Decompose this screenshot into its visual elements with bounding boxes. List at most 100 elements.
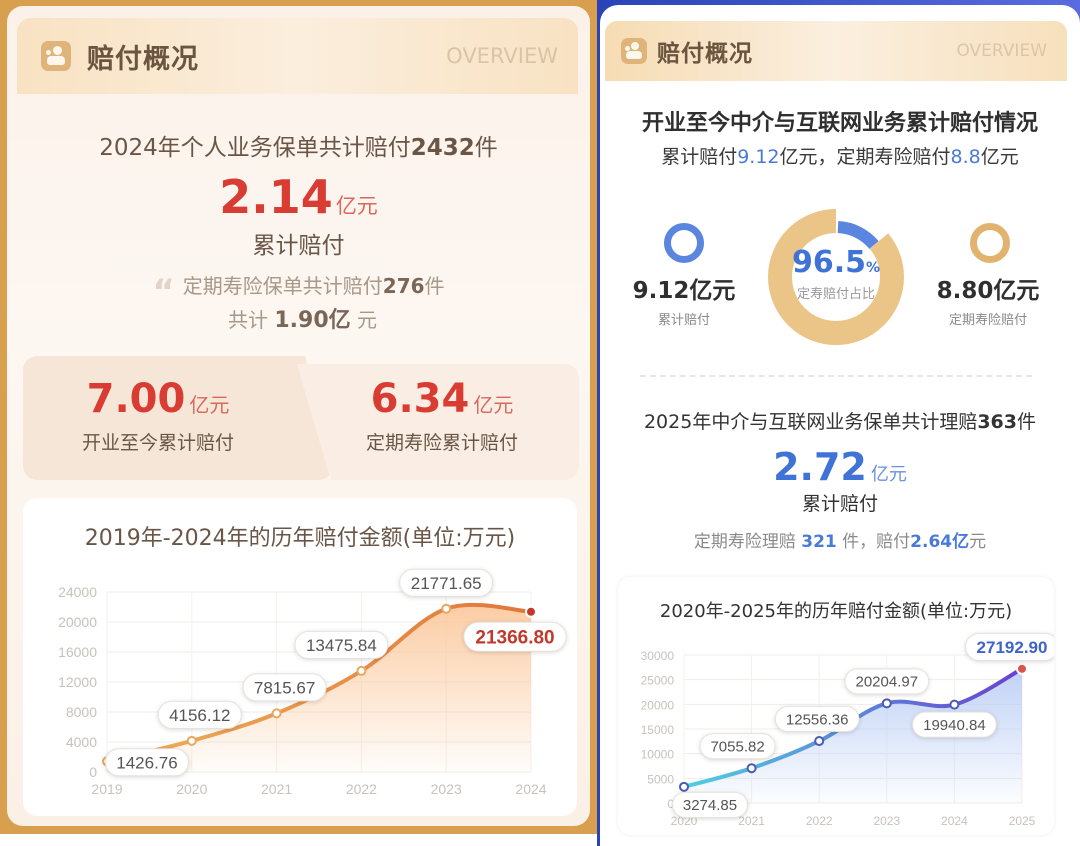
right-total-label: 累计赔付 [801,493,878,515]
r-amount-unit: 亿元 [870,464,907,485]
right-stat-term-value: 8.80亿元 [936,278,1040,304]
amount-value: 2.14 [219,170,333,224]
left-header-title: 赔付概况 [87,43,199,75]
left-area-chart: 0 4000 8000 12000 16000 20000 24000 2019 2020 202… [58,568,567,797]
svg-text:21366.80: 21366.80 [475,628,554,649]
svg-text:19940.84: 19940.84 [923,717,986,734]
right-stat-term-life: 8.80亿元 定期寿险赔付 [908,271,1068,328]
svg-text:20000: 20000 [641,698,675,712]
svg-text:12556.36: 12556.36 [786,711,849,728]
left-header-overview: OVERVIEW [446,44,558,68]
summary-suffix: 件 [474,135,498,161]
stat-tile-total [23,356,333,480]
right-stat-term-label: 定期寿险赔付 [948,313,1027,328]
svg-text:4000: 4000 [66,734,97,750]
svg-text:0: 0 [89,764,97,780]
svg-text:2023: 2023 [431,781,462,797]
left-quote-line1: “ 定期寿险保单共计赔付276件 [7,270,590,312]
left-claims-card: 赔付概况 OVERVIEW 2024年个人业务保单共计赔付2432件 2.14 亿… [7,6,590,826]
right-stat-total-value: 9.12亿元 [632,278,736,304]
gold-ring-icon [970,223,1010,263]
svg-text:2022: 2022 [806,814,833,828]
claims-people-icon [41,41,71,71]
svg-text:2021: 2021 [261,781,292,797]
subline-p3: 亿元 [980,146,1019,168]
svg-text:2019: 2019 [91,781,122,797]
note-p3: 元 [969,532,987,552]
dashed-divider [640,375,1032,377]
subline-p1: 累计赔付 [661,146,738,168]
svg-text:2021: 2021 [738,814,765,828]
svg-text:5000: 5000 [647,772,674,786]
svg-text:2022: 2022 [346,781,377,797]
blue-ring-icon [664,223,704,263]
quote-count: 276 [382,274,425,298]
stat-total-value: 7.00 [86,376,186,422]
r-summary-suffix: 件 [1017,411,1037,433]
stat-total: 7.00 亿元 开业至今累计赔付 [23,376,293,455]
donut-percent-value: 96.5 [791,245,866,280]
subline-p2: 亿元，定期寿险赔付 [779,146,951,168]
svg-text:20204.97: 20204.97 [856,674,919,691]
r-summary-count: 363 [977,411,1017,433]
subline-v2: 8.8 [950,146,981,168]
svg-text:30000: 30000 [641,649,675,663]
right-header-title: 赔付概况 [657,41,753,67]
svg-text:25000: 25000 [641,674,675,688]
right-summary-line: 2025年中介与互联网业务保单共计理赔363件 [600,407,1080,434]
svg-text:2024: 2024 [515,781,546,797]
right-claims-card: 赔付概况 OVERVIEW 开业至今中介与互联网业务累计赔付情况 累计赔付9.1… [600,5,1080,846]
svg-text:8000: 8000 [66,704,97,720]
stat-term-life: 6.34 亿元 定期寿险累计赔付 [307,376,577,455]
svg-text:21771.65: 21771.65 [411,574,482,593]
quote-suffix: 件 [424,274,445,298]
svg-text:2025: 2025 [1009,814,1036,828]
note-p1: 定期寿险理赔 [693,532,802,552]
left-chart-title: 2019年-2024年的历年赔付金额(单位:万元) [84,526,516,551]
svg-text:13475.84: 13475.84 [306,636,377,655]
svg-text:27192.90: 27192.90 [977,638,1048,657]
left-summary-line: 2024年个人业务保单共计赔付2432件 [7,128,590,162]
svg-text:12000: 12000 [58,674,97,690]
svg-text:24000: 24000 [58,584,97,600]
donut-label: 定寿赔付占比 [796,287,875,302]
summary-count: 2432 [410,135,475,161]
svg-text:1426.76: 1426.76 [116,753,177,772]
svg-text:4156.12: 4156.12 [169,706,230,725]
right-stat-total-label: 累计赔付 [657,313,710,328]
svg-text:2020: 2020 [176,781,207,797]
right-header-overview: OVERVIEW [956,41,1047,61]
right-stat-total: 9.12亿元 累计赔付 [604,271,764,328]
svg-text:7815.67: 7815.67 [254,679,315,698]
svg-text:15000: 15000 [641,723,675,737]
left-header: 赔付概况 OVERVIEW [17,18,578,94]
stat-total-unit: 亿元 [189,393,230,417]
svg-text:0: 0 [667,797,674,811]
donut-percent: 96.5% [764,245,908,280]
ratio-donut-chart [768,207,904,345]
svg-text:20000: 20000 [58,614,97,630]
r-summary-prefix: 2025年中介与互联网业务保单共计理赔 [643,411,978,433]
right-headline: 开业至今中介与互联网业务累计赔付情况 [641,111,1038,136]
quote-mark-icon: “ [152,272,175,312]
note-value: 2.64亿 [910,532,970,552]
quote-prefix: 定期寿险保单共计赔付 [182,274,383,298]
right-subline: 累计赔付9.12亿元，定期寿险赔付8.8亿元 [600,142,1080,169]
stat-term-value: 6.34 [370,376,470,422]
right-total-amount: 2.72 亿元 [600,445,1080,489]
svg-text:16000: 16000 [58,644,97,660]
donut-percent-sign: % [866,260,881,276]
note-p2: 件，赔付 [836,532,911,552]
svg-text:2023: 2023 [873,814,900,828]
right-note: 定期寿险理赔 321 件，赔付2.64亿元 [600,527,1080,552]
right-chart-card: 2020年-2025年的历年赔付金额(单位:万元) 0 5000 10000 1500… [618,577,1054,835]
quote2-value: 1.90亿 [274,308,351,333]
r-amount-value: 2.72 [773,445,867,489]
quote2-prefix: 共计 [228,308,268,332]
amount-unit: 亿元 [335,194,378,218]
stat-tile-term-life [297,364,579,480]
subline-v1: 9.12 [737,146,780,168]
quote2-suffix: 元 [357,308,377,332]
svg-text:10000: 10000 [641,748,675,762]
